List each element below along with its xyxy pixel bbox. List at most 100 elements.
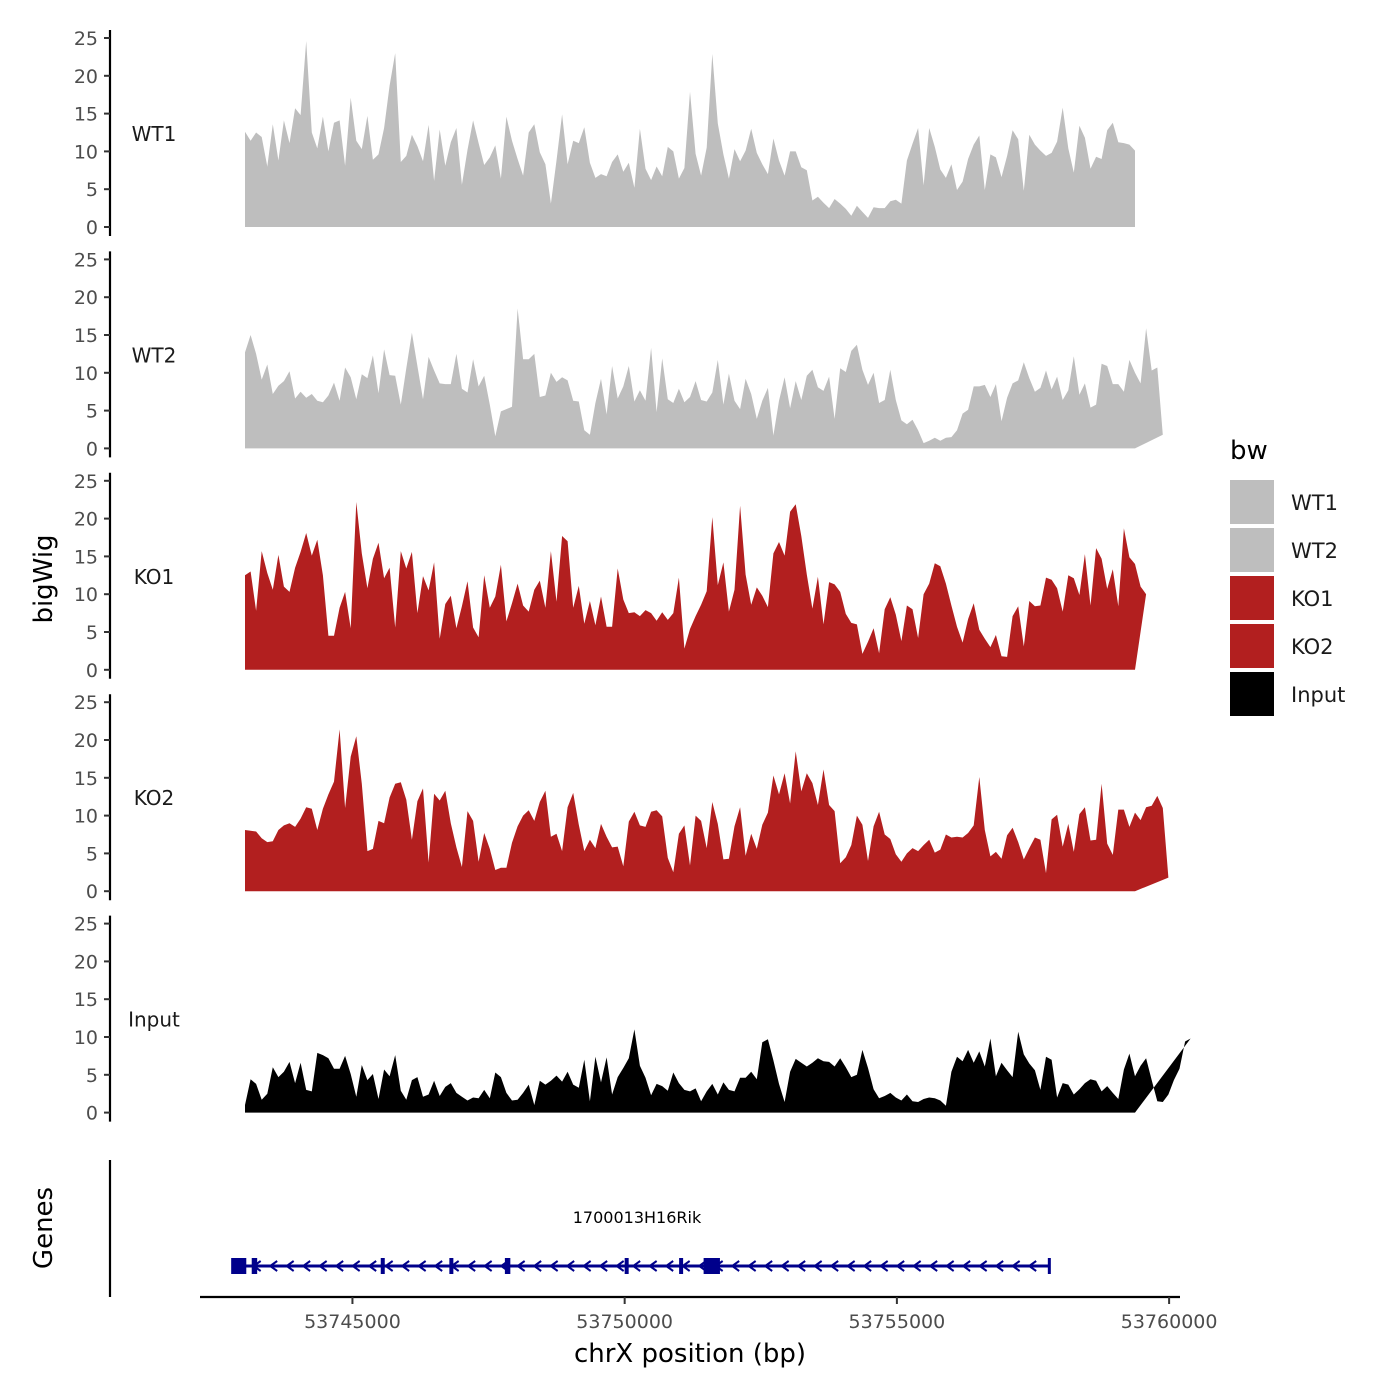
y-tick-label: 20 <box>74 509 98 531</box>
legend-title: bw <box>1230 436 1268 466</box>
y-tick-label: 25 <box>74 471 98 493</box>
y-tick-label: 0 <box>86 1103 98 1125</box>
y-tick-label: 5 <box>86 843 98 865</box>
x-tick-label: 53750000 <box>576 1311 673 1333</box>
strand-chevron <box>878 1260 889 1272</box>
coverage-area-input <box>245 1029 1191 1113</box>
legend: bw WT1 WT2 KO1 KO2 Input <box>1230 436 1345 716</box>
gene-exon <box>679 1258 684 1274</box>
gene-exon <box>232 1258 247 1274</box>
strand-chevron <box>548 1260 559 1272</box>
y-tick-label: 5 <box>86 1065 98 1087</box>
strand-chevron <box>1027 1260 1037 1272</box>
track-label-wt1: WT1 <box>132 122 177 146</box>
legend-label-wt1: WT1 <box>1291 491 1338 515</box>
strand-chevron <box>614 1260 625 1272</box>
strand-chevron <box>532 1260 542 1272</box>
y-tick-label: 5 <box>86 179 98 201</box>
strand-chevron <box>482 1260 493 1272</box>
strand-chevron <box>895 1260 905 1272</box>
strand-chevron <box>284 1260 295 1272</box>
legend-label-ko2: KO2 <box>1291 635 1334 659</box>
strand-chevron <box>350 1260 361 1272</box>
track-wt1: 0 5 10 15 20 25 WT1 <box>74 28 1135 239</box>
y-axis-title: bigWig <box>29 534 59 623</box>
strand-chevron <box>383 1260 394 1272</box>
strand-chevron <box>367 1260 377 1272</box>
strand-chevron <box>862 1260 872 1272</box>
gene-exon <box>380 1258 385 1274</box>
x-axis-title: chrX position (bp) <box>574 1339 806 1369</box>
track-label-wt2: WT2 <box>132 343 177 367</box>
y-tick-label: 0 <box>86 881 98 903</box>
gene-exon <box>624 1258 629 1274</box>
track-label-ko2: KO2 <box>134 786 175 810</box>
legend-key-wt1 <box>1230 480 1274 524</box>
strand-chevron <box>911 1260 922 1272</box>
gene-track-panel <box>108 1160 1051 1297</box>
coverage-area-ko1 <box>245 502 1147 670</box>
strand-chevron <box>944 1260 955 1272</box>
strand-chevron <box>400 1260 410 1272</box>
coverage-area-wt1 <box>245 41 1135 227</box>
strand-chevron <box>581 1260 592 1272</box>
strand-chevron <box>779 1260 790 1272</box>
bigwig-tracks: 0510152025WT10510152025WT20510152025KO10… <box>74 28 1191 1125</box>
y-tick-label: 0 <box>86 660 98 682</box>
strand-chevron <box>994 1260 1004 1272</box>
strand-chevron <box>416 1260 427 1272</box>
x-axis: 53745000 53750000 53755000 53760000 <box>200 1295 1218 1333</box>
y-tick-label: 25 <box>74 249 98 271</box>
gene-track-title: Genes <box>29 1187 59 1269</box>
legend-key-input <box>1230 672 1274 716</box>
coverage-area-wt2 <box>245 308 1163 449</box>
y-tick-label: 10 <box>74 363 98 385</box>
strand-chevron <box>845 1260 856 1272</box>
gene-exon <box>703 1258 720 1274</box>
track-wt2: 0 5 10 15 20 25 WT2 <box>74 249 1163 460</box>
strand-chevron <box>829 1260 839 1272</box>
y-tick-label: 15 <box>74 768 98 790</box>
strand-chevron <box>317 1260 328 1272</box>
y-tick-label: 25 <box>74 914 98 936</box>
y-tick-label: 5 <box>86 622 98 644</box>
strand-chevron <box>647 1260 658 1272</box>
strand-chevron <box>763 1260 773 1272</box>
x-tick-label: 53745000 <box>304 1311 401 1333</box>
legend-label-ko1: KO1 <box>1291 587 1334 611</box>
strand-chevron <box>796 1260 806 1272</box>
strand-chevron <box>961 1260 971 1272</box>
strand-chevron <box>466 1260 476 1272</box>
track-ko2: 0 5 10 15 20 25 KO2 <box>74 692 1169 903</box>
strand-chevron <box>977 1260 988 1272</box>
legend-label-input: Input <box>1291 683 1345 707</box>
strand-chevron <box>1010 1260 1021 1272</box>
strand-chevron <box>730 1260 740 1272</box>
coverage-area-ko2 <box>245 729 1169 892</box>
strand-chevron <box>631 1260 641 1272</box>
track-label-input: Input <box>128 1008 180 1032</box>
y-tick-label: 15 <box>74 989 98 1011</box>
y-tick-label: 20 <box>74 951 98 973</box>
gene-exon <box>449 1258 454 1274</box>
strand-chevron <box>746 1260 757 1272</box>
gene-exon <box>251 1258 258 1274</box>
y-tick-label: 25 <box>74 28 98 50</box>
strand-chevron <box>664 1260 674 1272</box>
strand-chevron <box>565 1260 575 1272</box>
legend-label-wt2: WT2 <box>1291 539 1338 563</box>
strand-chevron <box>812 1260 823 1272</box>
legend-key-ko2 <box>1230 624 1274 668</box>
y-tick-label: 15 <box>74 104 98 126</box>
y-tick-label: 20 <box>74 66 98 88</box>
y-tick-label: 15 <box>74 325 98 347</box>
strand-chevron <box>433 1260 443 1272</box>
track-input: 0 5 10 15 20 25 Input <box>74 914 1191 1125</box>
x-tick-label: 53760000 <box>1121 1311 1218 1333</box>
y-tick-label: 20 <box>74 730 98 752</box>
track-ko1: 0 5 10 15 20 25 KO1 <box>74 471 1147 682</box>
legend-key-wt2 <box>1230 528 1274 572</box>
legend-key-ko1 <box>1230 576 1274 620</box>
y-tick-label: 10 <box>74 584 98 606</box>
strand-chevron <box>301 1260 311 1272</box>
